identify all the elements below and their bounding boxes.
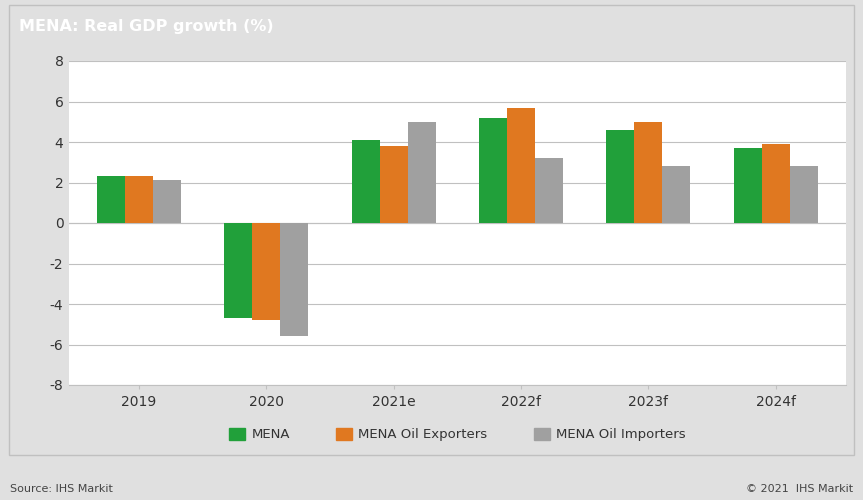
Bar [224,223,252,318]
Bar [535,158,563,223]
Legend: MENA, MENA Oil Exporters, MENA Oil Importers: MENA, MENA Oil Exporters, MENA Oil Impor… [224,422,691,446]
Bar [762,144,790,223]
Bar [380,146,407,223]
Bar [407,122,436,223]
Bar [607,130,634,223]
Bar [734,148,762,223]
Bar [280,223,308,336]
Bar [252,223,280,320]
Bar [663,166,690,223]
Bar [97,176,125,223]
Bar [507,108,535,223]
Bar [352,140,380,223]
Bar [153,180,181,223]
Bar [479,118,507,223]
Bar [634,122,663,223]
Bar [790,166,818,223]
Text: MENA: Real GDP growth (%): MENA: Real GDP growth (%) [19,19,274,34]
Bar [125,176,153,223]
Text: Source: IHS Markit: Source: IHS Markit [10,484,113,494]
Text: © 2021  IHS Markit: © 2021 IHS Markit [746,484,853,494]
